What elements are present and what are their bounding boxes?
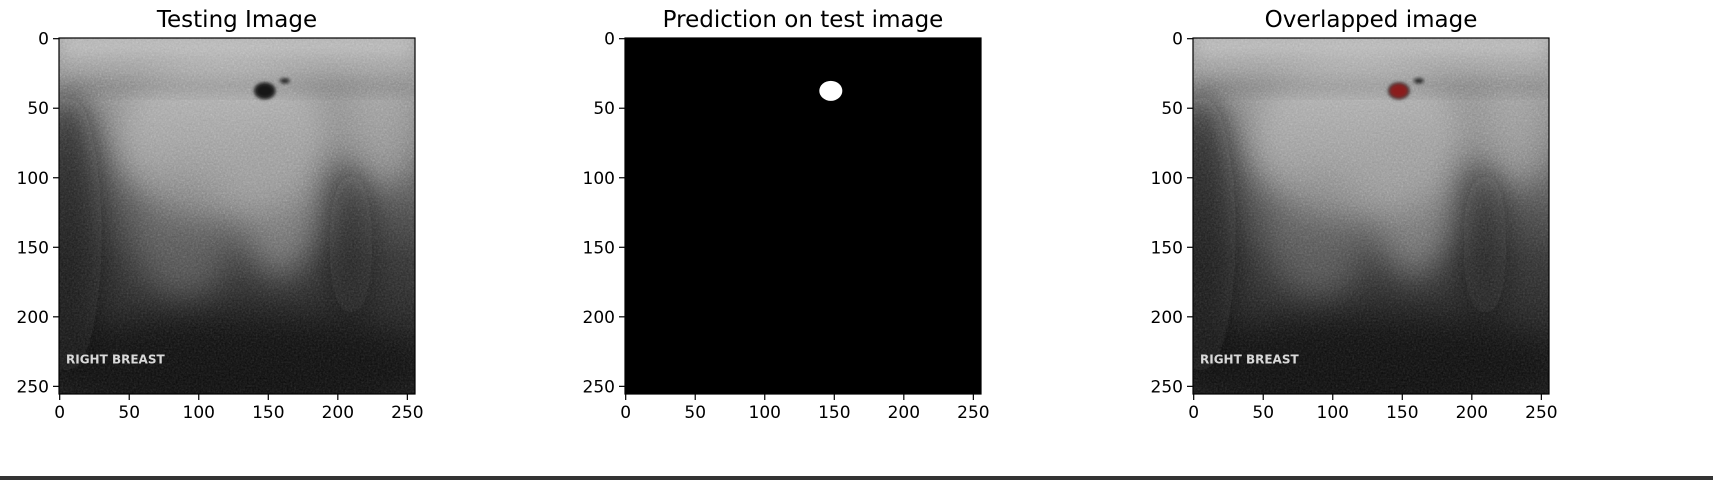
testing-lesion [255,83,274,98]
testing-x-tick-label: 250 [391,403,423,423]
testing-axes-frame [58,37,416,395]
prediction-axes-frame [624,37,982,395]
testing-y-tick-label: 50 [27,99,49,119]
prediction-x-tick-label: 0 [620,403,631,423]
panels-root: Testing Image RIGHT BREAST 0 50 100 150 200 250… [17,7,1558,423]
overlap-y-tick-label: 200 [1151,308,1183,328]
prediction-mask-background [625,38,981,394]
testing-y-tick-label: 100 [17,169,49,189]
prediction-x-tick-label: 50 [684,403,706,423]
overlap-x-tick-label: 250 [1525,403,1557,423]
overlap-image-label: RIGHT BREAST [1200,353,1299,367]
prediction-y-tick-label: 100 [583,169,615,189]
overlap-x-tick-label: 100 [1317,403,1349,423]
overlap-x-tick-label: 200 [1456,403,1488,423]
prediction-x-tick-label: 200 [888,403,920,423]
testing-image-label: RIGHT BREAST [66,353,165,367]
prediction-y-tick-label: 200 [583,308,615,328]
overlap-ultrasound-image [1193,38,1549,394]
prediction-y-tick-label: 50 [593,99,615,119]
prediction-y-tick-label: 0 [604,30,615,50]
testing-y-tick-label: 0 [38,30,49,50]
prediction-y-tick-label: 150 [583,238,615,258]
prediction-title: Prediction on test image [663,7,944,33]
testing-title: Testing Image [156,7,317,33]
testing-x-tick-label: 50 [118,403,140,423]
overlap-x-tick-label: 150 [1386,403,1418,423]
testing-ultrasound-image [59,38,415,394]
testing-x-tick-label: 0 [54,403,65,423]
testing-y-tick-label: 200 [17,308,49,328]
prediction-x-tick-label: 250 [957,403,989,423]
testing-x-tick-label: 100 [183,403,215,423]
overlap-y-tick-label: 100 [1151,169,1183,189]
panel-overlap: Overlapped image RIGHT BREAST 0 50 100 150 200… [1151,7,1558,423]
prediction-y-tick-label: 250 [583,377,615,397]
testing-y-tick-label: 250 [17,377,49,397]
prediction-mask-region [819,80,843,101]
panel-testing: Testing Image RIGHT BREAST 0 50 100 150 200 250… [17,7,424,423]
overlap-title: Overlapped image [1265,7,1478,33]
overlap-y-tick-label: 250 [1151,377,1183,397]
overlap-y-tick-label: 150 [1151,238,1183,258]
overlap-x-tick-label: 0 [1188,403,1199,423]
testing-x-tick-label: 150 [252,403,284,423]
prediction-x-tick-label: 150 [818,403,850,423]
prediction-x-tick-label: 100 [749,403,781,423]
overlap-lesion [1389,83,1408,98]
bottom-border [0,476,1713,480]
overlap-y-tick-label: 0 [1172,30,1183,50]
overlap-y-tick-label: 50 [1161,99,1183,119]
overlap-x-tick-label: 50 [1252,403,1274,423]
testing-y-tick-label: 150 [17,238,49,258]
overlap-axes-frame [1192,37,1550,395]
testing-x-tick-label: 200 [322,403,354,423]
